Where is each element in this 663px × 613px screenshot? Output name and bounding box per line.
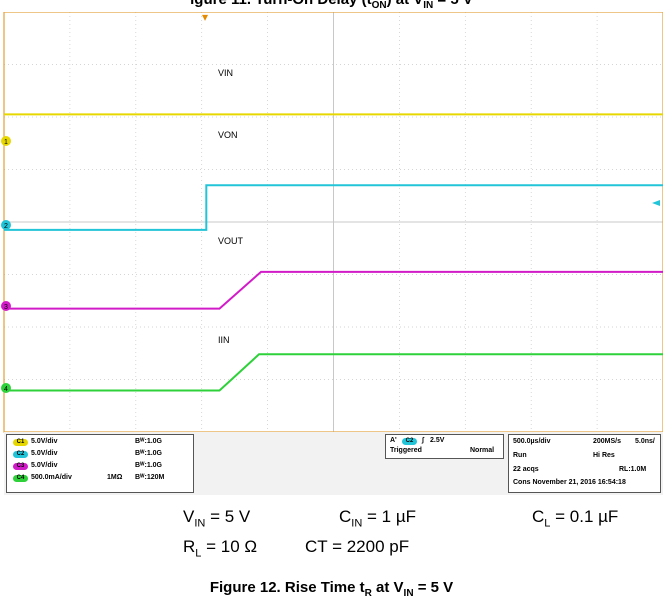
trigger-panel: A' C2 ∫ 2.5V Triggered Normal <box>385 434 504 459</box>
channel-marker-label-3: 3 <box>4 304 8 311</box>
trace-vout <box>4 270 663 310</box>
run-state: Run <box>513 452 527 459</box>
channel-marker-2 <box>1 220 11 230</box>
ch2-scale: 5.0V/div <box>31 450 58 457</box>
ch2-badge: C2 <box>13 451 28 458</box>
condition-ct: CT = 2200 pF <box>305 537 410 556</box>
trace-label-vin: VIN <box>218 68 233 78</box>
condition-cin: CIN = 1 µF <box>339 507 417 530</box>
channel-settings-panel: C1 5.0V/div Bᵂ:1.0G C2 5.0V/div Bᵂ:1.0G … <box>6 434 194 493</box>
trigger-position-icon: ▾ <box>202 12 208 24</box>
trigger-mode: Normal <box>470 447 495 454</box>
ch4-coupling: 1MΩ <box>107 474 123 481</box>
figure-title-cropped: igure 11. Turn-On Delay (tON) at VIN = 5… <box>190 0 473 11</box>
trace-label-iin: IIN <box>218 335 230 345</box>
date-time: Cons November 21, 2016 16:54:18 <box>513 479 626 486</box>
channel-marker-1 <box>1 136 11 146</box>
timebase: 500.0µs/div <box>513 438 551 445</box>
ch1-bandwidth: Bᵂ:1.0G <box>135 438 163 445</box>
condition-cl: CL = 0.1 µF <box>532 507 619 530</box>
resolution-time: 5.0ns/ <box>635 438 655 445</box>
acq-mode: Hi Res <box>593 452 615 459</box>
ch3-badge: C3 <box>13 463 28 470</box>
channel-marker-label-1: 1 <box>4 139 8 146</box>
channel-marker-4 <box>1 383 11 393</box>
condition-rl: RL = 10 Ω <box>183 537 258 560</box>
trigger-a-label: A' <box>390 437 397 444</box>
trigger-channel-badge: C2 <box>402 438 417 445</box>
sample-rate: 200MS/s <box>593 438 622 445</box>
ch2-bandwidth: Bᵂ:1.0G <box>135 450 163 457</box>
condition-vin: VIN = 5 V <box>183 507 251 530</box>
trace-label-vout: VOUT <box>218 236 244 246</box>
ch1-scale: 5.0V/div <box>31 438 58 445</box>
ch1-badge: C1 <box>13 439 28 446</box>
channel-marker-3 <box>1 301 11 311</box>
trigger-slope-icon: ∫ <box>422 437 424 444</box>
figure-caption: Figure 12. Rise Time tR at VIN = 5 V <box>209 579 454 599</box>
acq-count: 22 acqs <box>513 466 539 473</box>
ch3-bandwidth: Bᵂ:1.0G <box>135 462 163 469</box>
oscilloscope-screen: VIN VON VOUT IIN 1 2 3 4 ▾ <box>1 12 663 433</box>
trace-von <box>4 184 663 231</box>
trigger-state: Triggered <box>390 447 422 454</box>
ch4-scale: 500.0mA/div <box>31 474 72 481</box>
channel-markers: 1 2 3 4 ▾ <box>1 12 660 393</box>
channel-marker-label-2: 2 <box>4 223 8 230</box>
ch3-scale: 5.0V/div <box>31 462 58 469</box>
record-length: RL:1.0M <box>619 466 647 473</box>
acquisition-panel: 500.0µs/div 200MS/s 5.0ns/ Run Hi Res 22… <box>508 434 661 493</box>
ch4-badge: C4 <box>13 475 28 482</box>
trace-iin <box>4 353 663 392</box>
trace-label-von: VON <box>218 130 238 140</box>
channel-marker-label-4: 4 <box>4 386 8 393</box>
scope-status-bar: C1 5.0V/div Bᵂ:1.0G C2 5.0V/div Bᵂ:1.0G … <box>4 432 663 495</box>
ch4-bandwidth: Bᵂ:120M <box>135 474 165 481</box>
scope-traces <box>4 113 663 392</box>
trace-labels: VIN VON VOUT IIN <box>218 68 244 345</box>
trigger-level-icon <box>652 200 660 206</box>
trigger-level: 2.5V <box>430 437 445 444</box>
